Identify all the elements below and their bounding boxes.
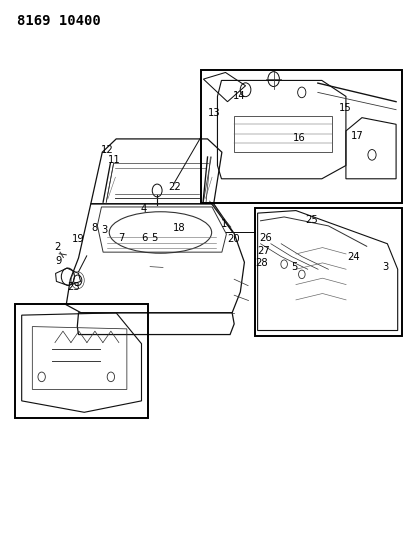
Text: 27: 27 <box>257 246 270 255</box>
Text: 3: 3 <box>101 225 107 236</box>
Text: 5: 5 <box>292 262 298 271</box>
Text: 14: 14 <box>233 91 245 101</box>
Text: 18: 18 <box>173 223 185 233</box>
Text: 12: 12 <box>101 144 113 155</box>
Text: 26: 26 <box>260 233 272 244</box>
Text: 22: 22 <box>169 182 181 192</box>
Text: 8169 10400: 8169 10400 <box>17 14 101 28</box>
Text: 15: 15 <box>338 103 351 113</box>
Text: 4: 4 <box>140 204 146 214</box>
Text: 19: 19 <box>72 234 85 244</box>
Text: 20: 20 <box>227 234 240 244</box>
Text: 1: 1 <box>221 219 227 229</box>
Text: 23: 23 <box>67 282 80 292</box>
Text: 25: 25 <box>305 215 318 225</box>
Text: 3: 3 <box>383 262 389 271</box>
Text: 7: 7 <box>118 233 125 244</box>
Text: 16: 16 <box>293 133 305 143</box>
Text: 5: 5 <box>151 233 157 244</box>
Text: 28: 28 <box>256 258 268 268</box>
Text: 2: 2 <box>54 242 60 252</box>
Text: 24: 24 <box>347 252 360 262</box>
Text: 13: 13 <box>208 108 220 118</box>
Text: 17: 17 <box>351 131 363 141</box>
Text: 11: 11 <box>108 155 121 165</box>
Text: 6: 6 <box>142 233 148 244</box>
Text: 8: 8 <box>91 223 97 233</box>
Text: 9: 9 <box>55 256 62 266</box>
